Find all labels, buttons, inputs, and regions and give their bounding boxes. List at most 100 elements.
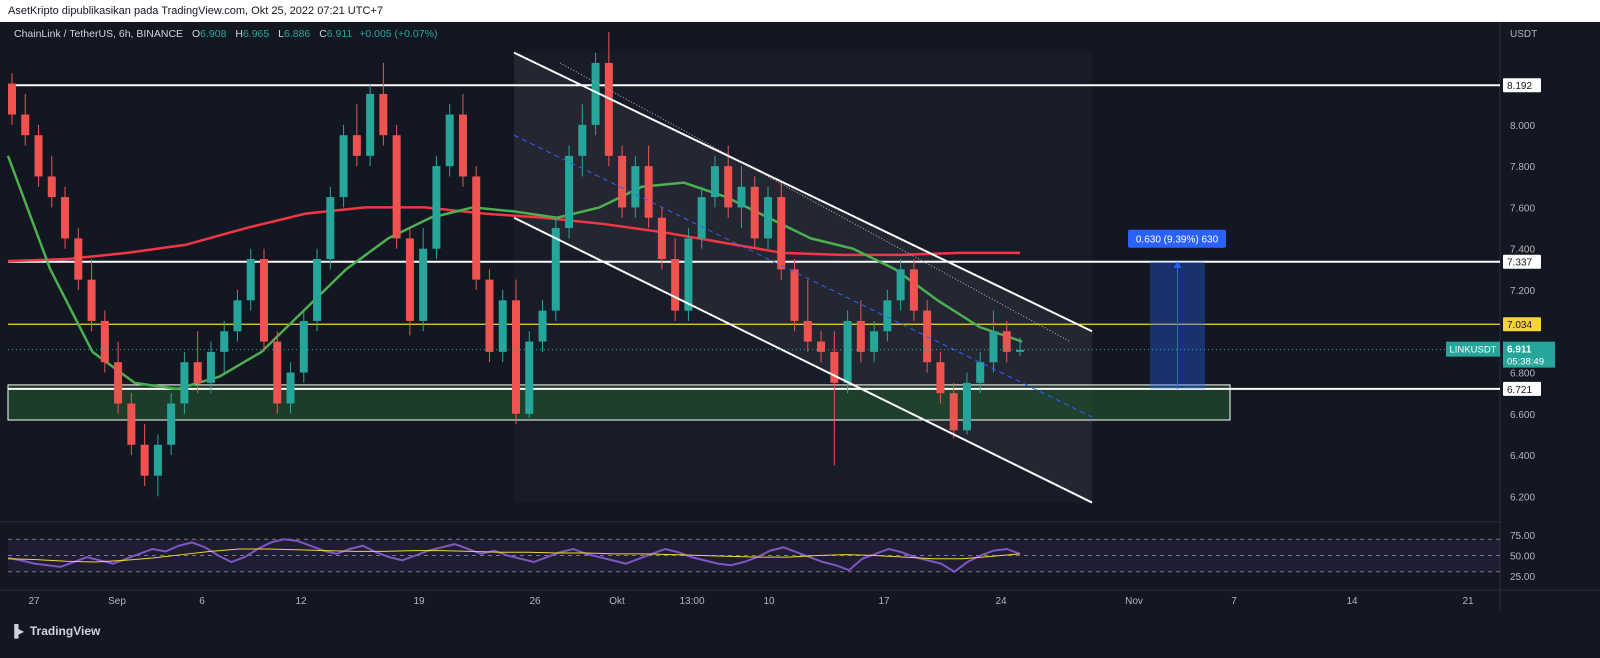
price-badge <box>1503 341 1555 368</box>
candle-body <box>34 135 43 177</box>
high-label: H <box>235 28 243 40</box>
candle-body <box>127 403 136 445</box>
price-chart[interactable]: USDT 8.000 7.800 7.600 7.400 7.200 6.800 6.600 6… <box>0 22 1600 658</box>
candle-body <box>710 166 719 198</box>
price-badge-value: 6.911 <box>1507 345 1532 356</box>
candle-body <box>246 259 255 301</box>
x-tick-label: 10 <box>763 596 775 607</box>
x-tick-label: 7 <box>1231 596 1237 607</box>
level-badge <box>1503 381 1541 396</box>
y-tick-label: 6.600 <box>1510 410 1535 421</box>
candle-body <box>220 331 229 352</box>
candle-body <box>100 320 109 363</box>
open-value: 6.908 <box>200 28 227 40</box>
symbol-badge <box>1446 341 1500 357</box>
publisher-text: AsetKripto dipublikasikan pada TradingVi… <box>8 5 383 17</box>
x-tick-label: Sep <box>108 596 126 607</box>
level-badge <box>1503 254 1541 269</box>
candle-body <box>8 83 16 115</box>
x-tick-label: Okt <box>609 596 625 607</box>
channel-upper-line <box>513 51 1093 333</box>
symbol-name: ChainLink / TetherUS, 6h, BINANCE <box>14 28 184 40</box>
candle-body <box>260 259 268 342</box>
candle-body <box>565 155 574 229</box>
candle-body <box>790 269 799 321</box>
ma-green-line <box>6 155 1023 391</box>
candle-body <box>498 300 507 352</box>
candle-body <box>591 62 600 125</box>
y-tick-label: 7.200 <box>1510 286 1535 297</box>
candle-body <box>286 372 295 404</box>
candle-body <box>684 238 693 311</box>
candle-body <box>697 197 706 239</box>
candle-body <box>512 300 520 414</box>
candle-body <box>777 197 786 270</box>
candle-body <box>233 300 242 332</box>
candle-body <box>472 176 481 280</box>
x-tick-label: 27 <box>28 596 40 607</box>
level-badge <box>1503 317 1541 332</box>
candle-body <box>167 403 176 445</box>
candle-body <box>750 186 759 239</box>
candle-body <box>764 197 772 239</box>
candle-body <box>618 155 627 208</box>
x-tick-label: 26 <box>529 596 541 607</box>
close-value: 6.911 <box>326 28 353 40</box>
rsi-signal-line <box>7 548 1021 563</box>
candle-body <box>1002 331 1011 352</box>
measure-arrow-head <box>1173 261 1182 268</box>
level-badge <box>1503 78 1541 93</box>
candle-body <box>949 393 958 431</box>
candle-body <box>419 248 428 321</box>
channel-shade <box>514 52 1092 503</box>
candle-body <box>379 93 388 136</box>
candle-body <box>538 310 547 342</box>
x-tick-label: Nov <box>1125 596 1143 607</box>
candle-body <box>830 351 839 383</box>
level-label: 7.337 <box>1507 258 1532 269</box>
candle-body <box>989 331 998 363</box>
y-tick-label: 6.400 <box>1510 451 1535 462</box>
candle-body <box>737 186 746 208</box>
candle-body <box>631 166 640 208</box>
x-tick-label: 19 <box>413 596 425 607</box>
close-label: C <box>319 28 327 40</box>
rsi-tick-label: 50.00 <box>1510 552 1535 563</box>
candle-body <box>896 269 905 301</box>
candle-body <box>352 135 361 156</box>
candle-body <box>366 93 375 156</box>
candle-body <box>339 135 348 198</box>
symbol-badge-label: LINKUSDT <box>1450 345 1497 356</box>
candle-body <box>1016 349 1024 352</box>
x-tick-label: 14 <box>1346 596 1358 607</box>
candle-body <box>657 217 666 260</box>
candle-body <box>551 228 560 311</box>
tradingview-logo[interactable]: ▐▸ TradingView <box>10 624 100 638</box>
ma-red-line <box>7 206 1020 263</box>
candle-body <box>962 382 971 431</box>
candle-body <box>525 341 534 414</box>
candle-body <box>817 341 826 352</box>
candle-body <box>299 320 308 373</box>
low-label: L <box>278 28 284 40</box>
candle-body <box>180 362 189 404</box>
candle-body <box>392 135 401 239</box>
rsi-line <box>7 538 1021 573</box>
x-tick-label: 21 <box>1462 596 1474 607</box>
candle-body <box>61 197 70 239</box>
chart-frame: USDT 8.000 7.800 7.600 7.400 7.200 6.800 6.600 6… <box>0 22 1600 658</box>
candle-body <box>114 362 123 404</box>
candle-body <box>870 331 879 352</box>
measure-label: 0.630 (9.39%) 630 <box>1136 235 1219 246</box>
y-tick-label: 7.400 <box>1510 245 1535 256</box>
tradingview-logo-icon: ▐▸ <box>10 624 23 638</box>
candle-body <box>644 166 653 218</box>
candle-body <box>47 176 56 198</box>
x-tick-label: 24 <box>995 596 1007 607</box>
level-label: 8.192 <box>1507 81 1532 92</box>
channel-lower-line <box>513 216 1093 504</box>
candle-body <box>843 320 852 383</box>
candle-body <box>87 279 96 321</box>
candle-body <box>604 62 613 156</box>
support-zone <box>7 384 1231 421</box>
